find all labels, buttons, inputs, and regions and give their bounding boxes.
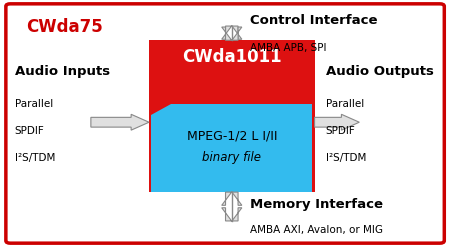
FancyArrow shape — [221, 26, 241, 39]
FancyArrow shape — [221, 27, 241, 41]
Text: binary file: binary file — [202, 151, 261, 164]
Text: CWda1011: CWda1011 — [182, 48, 281, 66]
Polygon shape — [151, 104, 312, 192]
Text: Parallel: Parallel — [325, 99, 363, 109]
Text: SPDIF: SPDIF — [325, 126, 355, 136]
Text: Audio Outputs: Audio Outputs — [325, 65, 433, 78]
Text: AMBA APB, SPI: AMBA APB, SPI — [249, 43, 325, 53]
Text: AMBA AXI, Avalon, or MIG: AMBA AXI, Avalon, or MIG — [249, 225, 382, 235]
Text: CWda75: CWda75 — [26, 19, 102, 37]
Text: Audio Inputs: Audio Inputs — [15, 65, 110, 78]
FancyArrow shape — [221, 192, 241, 205]
Text: SPDIF: SPDIF — [15, 126, 45, 136]
Text: MPEG-1/2 L I/II: MPEG-1/2 L I/II — [186, 129, 276, 142]
Text: Memory Interface: Memory Interface — [249, 198, 382, 211]
Bar — [149, 41, 314, 192]
FancyArrow shape — [221, 208, 241, 221]
Text: I²S/TDM: I²S/TDM — [15, 153, 55, 163]
FancyArrow shape — [314, 114, 358, 130]
FancyArrow shape — [91, 114, 149, 130]
Text: I²S/TDM: I²S/TDM — [325, 153, 365, 163]
FancyBboxPatch shape — [6, 4, 443, 243]
Text: Parallel: Parallel — [15, 99, 53, 109]
Text: Control Interface: Control Interface — [249, 14, 376, 27]
